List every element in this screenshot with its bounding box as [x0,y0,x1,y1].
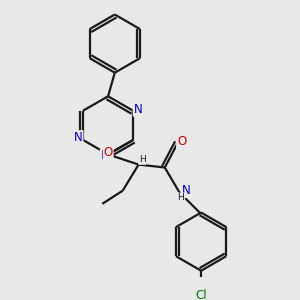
Text: O: O [177,135,186,148]
Text: N: N [182,184,190,197]
Text: H: H [178,193,184,202]
Text: H: H [139,155,146,164]
Text: O: O [103,146,113,159]
Text: N: N [100,149,109,162]
Text: Cl: Cl [195,289,207,300]
Text: N: N [134,103,142,116]
Text: N: N [74,131,83,144]
